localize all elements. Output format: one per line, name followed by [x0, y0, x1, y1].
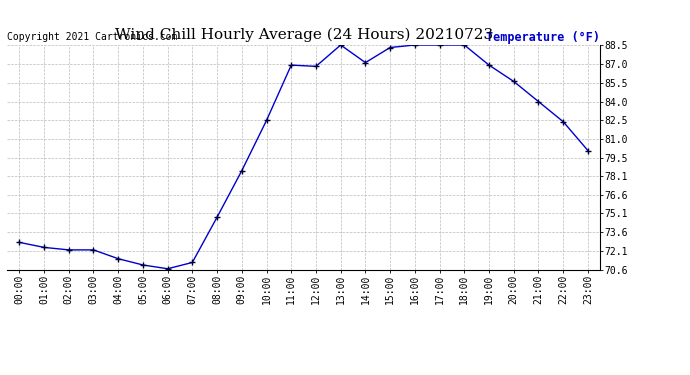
Text: Temperature (°F): Temperature (°F) [486, 32, 600, 45]
Title: Wind Chill Hourly Average (24 Hours) 20210723: Wind Chill Hourly Average (24 Hours) 202… [115, 28, 493, 42]
Text: Copyright 2021 Cartronics.com: Copyright 2021 Cartronics.com [7, 32, 177, 42]
